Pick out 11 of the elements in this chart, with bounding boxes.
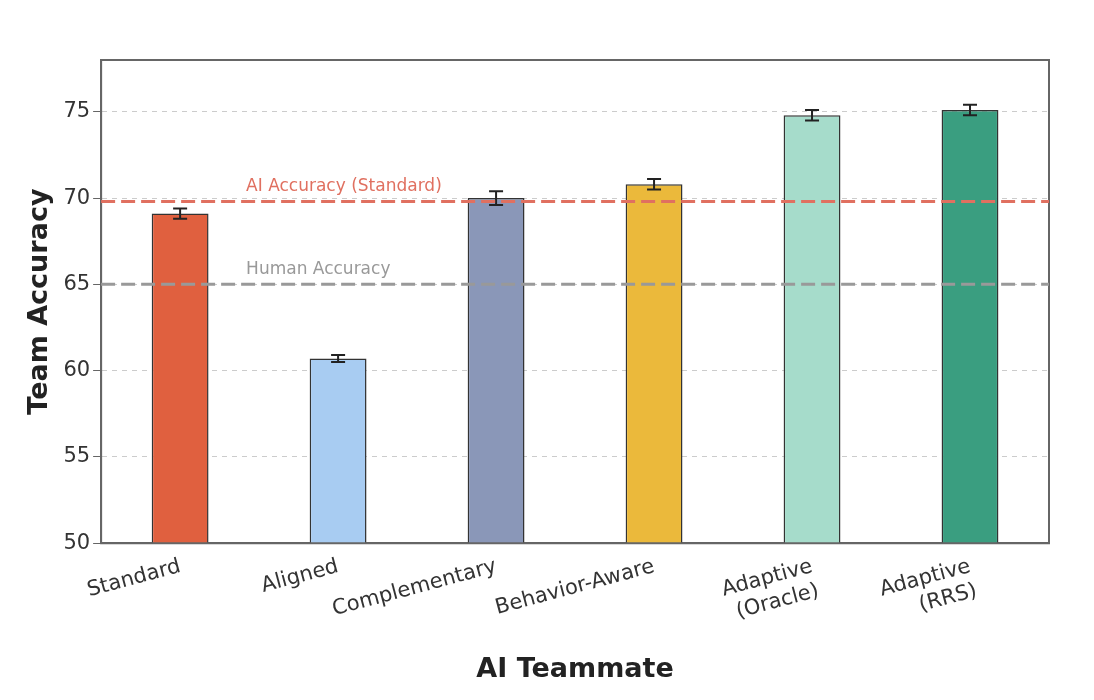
ref-line-label: AI Accuracy (Standard) bbox=[246, 175, 442, 196]
y-tick-label: 65 bbox=[63, 270, 91, 295]
y-tick-label: 60 bbox=[63, 357, 91, 382]
y-tick-label: 55 bbox=[63, 443, 91, 468]
y-tick-label: 70 bbox=[63, 184, 91, 209]
y-axis-title: Team Accuracy bbox=[22, 188, 54, 415]
y-tick-label: 75 bbox=[63, 98, 91, 123]
x-tick-label: Adaptive (RRS) bbox=[876, 553, 980, 617]
ref-line-label: Human Accuracy bbox=[246, 258, 391, 279]
y-tick-label: 50 bbox=[63, 529, 91, 554]
x-axis-title: AI Teammate bbox=[476, 651, 674, 683]
